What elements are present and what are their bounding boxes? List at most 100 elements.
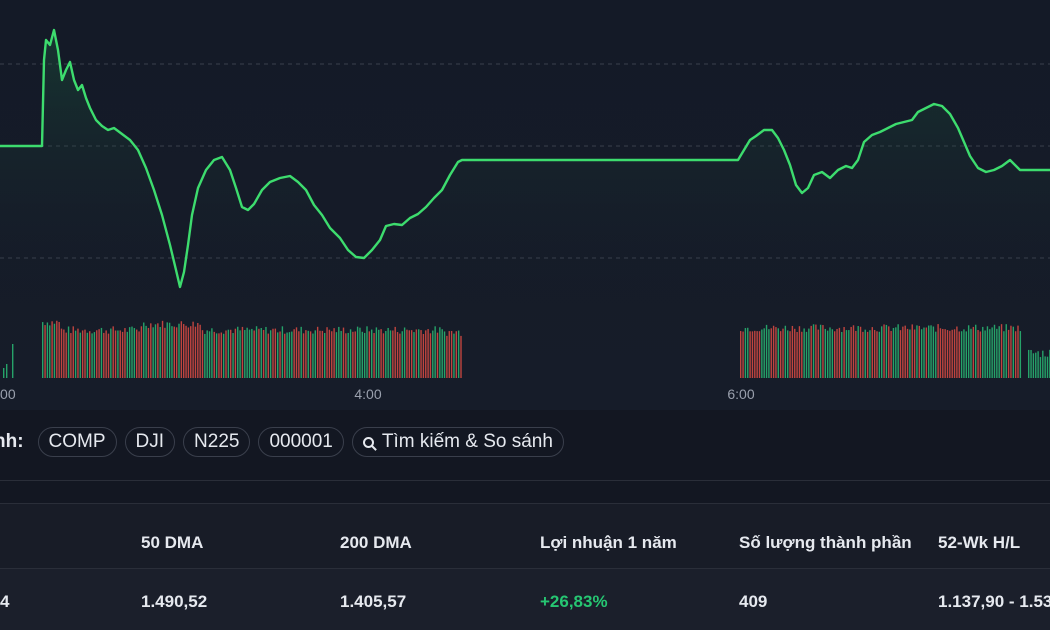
volume-bar bbox=[305, 330, 307, 378]
compare-chip-comp[interactable]: COMP bbox=[37, 427, 117, 457]
volume-bar bbox=[932, 326, 935, 378]
compare-chip-n225[interactable]: N225 bbox=[183, 427, 251, 457]
volume-bar bbox=[838, 327, 841, 378]
volume-bar bbox=[392, 330, 394, 378]
volume-bar bbox=[300, 326, 302, 378]
volume-bar bbox=[866, 331, 869, 378]
volume-bar bbox=[286, 332, 288, 378]
volume-bar bbox=[128, 327, 131, 378]
volume-bar bbox=[248, 329, 251, 378]
volume-bar bbox=[946, 330, 949, 378]
volume-bar bbox=[192, 321, 194, 378]
volume-bar bbox=[857, 326, 859, 378]
volume-bar bbox=[375, 327, 378, 378]
volume-bar bbox=[126, 331, 128, 378]
volume-bar bbox=[119, 330, 121, 378]
volume-bar bbox=[770, 328, 772, 378]
compare-chip-000001[interactable]: 000001 bbox=[258, 427, 344, 457]
volume-bar bbox=[333, 328, 335, 378]
volume-bar bbox=[443, 331, 446, 378]
volume-bar bbox=[859, 326, 862, 378]
compare-label: nh: bbox=[0, 431, 24, 452]
volume-bar bbox=[201, 330, 204, 378]
volume-bar bbox=[425, 330, 427, 378]
price-chart[interactable]: 0:00 4:00 6:00 bbox=[0, 0, 1050, 410]
volume-bar bbox=[272, 328, 274, 378]
volume-bar bbox=[49, 325, 51, 378]
volume-bar bbox=[897, 324, 899, 378]
volume-bar bbox=[51, 321, 53, 378]
volume-bar bbox=[194, 326, 197, 378]
volume-bar bbox=[131, 326, 133, 378]
volume-bar bbox=[363, 332, 366, 378]
volume-bar bbox=[822, 325, 824, 378]
volume-bar bbox=[784, 325, 787, 378]
volume-bar bbox=[255, 326, 258, 378]
volume-bar bbox=[812, 324, 815, 378]
search-compare-button[interactable]: Tìm kiếm & So sánh bbox=[351, 427, 564, 457]
divider bbox=[0, 480, 1050, 481]
chart-canvas[interactable] bbox=[0, 0, 1050, 410]
volume-bar bbox=[1030, 349, 1032, 378]
volume-bar bbox=[6, 364, 8, 378]
stats-header-50dma: 50 DMA bbox=[141, 533, 204, 552]
volume-bar bbox=[328, 329, 331, 378]
volume-bar bbox=[845, 330, 848, 378]
volume-bar bbox=[152, 327, 154, 378]
volume-bar bbox=[413, 332, 415, 378]
volume-bar bbox=[112, 326, 114, 378]
volume-bar bbox=[382, 333, 385, 378]
volume-bar bbox=[227, 329, 230, 378]
volume-bar bbox=[848, 330, 850, 378]
volume-bar bbox=[60, 328, 63, 378]
volume-bar bbox=[763, 328, 765, 378]
volume-bar bbox=[260, 327, 262, 378]
volume-bar bbox=[44, 325, 46, 378]
volume-bar bbox=[455, 331, 457, 378]
volume-bar bbox=[326, 327, 328, 378]
volume-bar bbox=[150, 323, 152, 378]
volume-bar bbox=[117, 330, 119, 378]
volume-bar bbox=[925, 327, 928, 378]
volume-bar bbox=[864, 329, 866, 378]
volume-bar bbox=[984, 330, 986, 378]
search-icon bbox=[362, 436, 374, 448]
volume-bar bbox=[930, 325, 932, 378]
volume-bar bbox=[279, 331, 281, 378]
volume-bar bbox=[385, 330, 387, 378]
volume-bar bbox=[281, 326, 284, 378]
volume-bar bbox=[147, 327, 150, 378]
volume-bar bbox=[751, 331, 754, 378]
volume-bar bbox=[84, 329, 86, 378]
volume-bar bbox=[213, 331, 215, 378]
volume-bar bbox=[389, 330, 392, 378]
volume-bar bbox=[74, 330, 77, 378]
compare-row: nh: COMP DJI N225 000001 Tìm kiếm & So s… bbox=[0, 424, 1050, 460]
volume-bar bbox=[796, 331, 798, 378]
volume-bar bbox=[1005, 324, 1007, 378]
volume-bar bbox=[993, 324, 996, 378]
volume-bar bbox=[359, 327, 361, 378]
volume-bar bbox=[928, 325, 930, 378]
volume-bar bbox=[965, 331, 967, 378]
volume-bar bbox=[70, 333, 72, 378]
volume-bar bbox=[98, 329, 100, 378]
volume-bar bbox=[124, 328, 126, 378]
volume-bar bbox=[246, 327, 248, 378]
compare-chip-dji[interactable]: DJI bbox=[124, 427, 176, 457]
volume-bar bbox=[342, 327, 345, 378]
volume-bar bbox=[747, 327, 749, 378]
volume-bar bbox=[977, 330, 979, 378]
volume-bar bbox=[883, 324, 885, 378]
volume-bar bbox=[157, 323, 159, 378]
volume-bar bbox=[996, 328, 998, 378]
volume-bar bbox=[415, 329, 418, 378]
volume-bar bbox=[371, 329, 373, 378]
stats-value-components: 409 bbox=[739, 592, 768, 611]
volume-bar bbox=[77, 328, 79, 378]
volume-bar bbox=[906, 328, 909, 378]
volume-bar bbox=[972, 326, 975, 378]
time-label: 4:00 bbox=[354, 386, 382, 402]
volume-bar bbox=[72, 326, 74, 378]
volume-bar bbox=[824, 328, 826, 378]
